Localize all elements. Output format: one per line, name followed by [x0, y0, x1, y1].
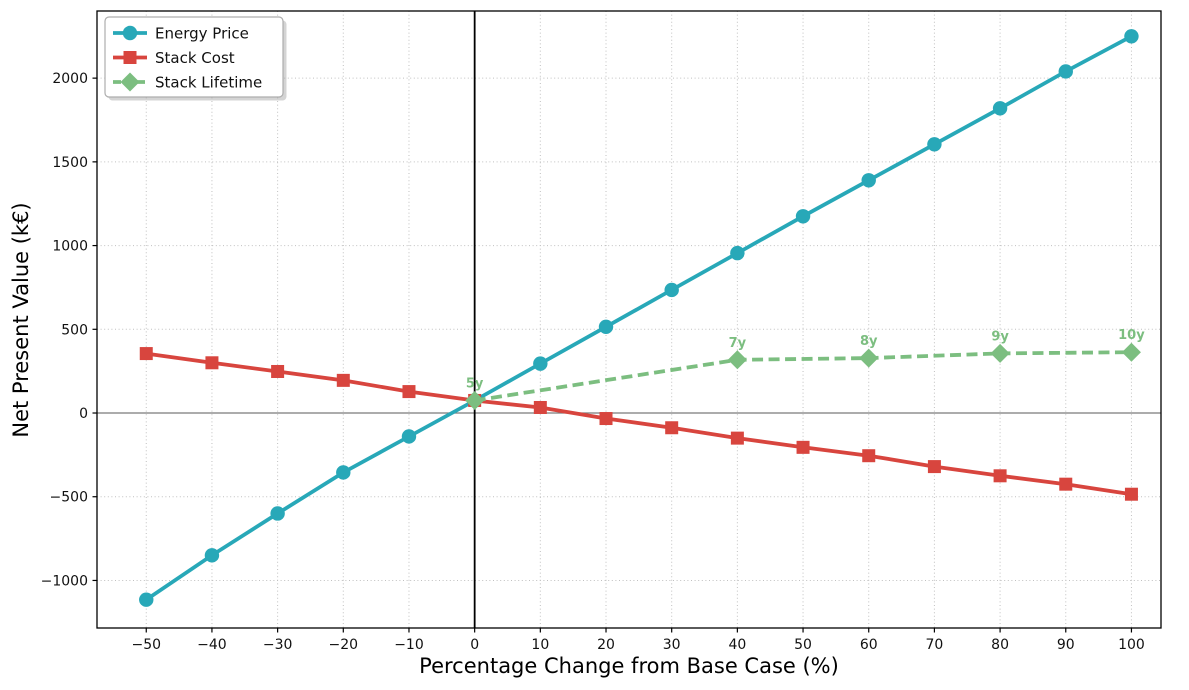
- data-point-circle: [664, 282, 679, 298]
- x-tick-label: −40: [197, 637, 227, 653]
- x-tick-label: 70: [925, 637, 943, 653]
- y-tick-label: −1000: [41, 573, 88, 589]
- data-point-square: [599, 412, 613, 426]
- data-point-circle: [139, 592, 154, 607]
- x-tick-label: −10: [394, 637, 424, 653]
- data-point-square: [336, 373, 350, 387]
- data-point-square: [927, 460, 941, 474]
- data-point-square: [993, 469, 1007, 483]
- data-point-square: [271, 364, 285, 378]
- x-axis-label: Percentage Change from Base Case (%): [419, 654, 839, 678]
- data-point-circle: [401, 429, 417, 444]
- series-stack-lifetime: 5y 7y 8y 9y 10y: [465, 328, 1145, 410]
- data-point-square: [533, 400, 547, 414]
- x-tick-label: −20: [329, 637, 359, 653]
- x-tick-label: −50: [131, 637, 161, 653]
- series-stack-cost: [139, 347, 1138, 501]
- lifetime-point-label: 9y: [991, 329, 1009, 344]
- data-point-circle: [270, 506, 285, 521]
- x-tick-label: 20: [597, 637, 615, 653]
- legend: Energy Price Stack Cost Stack Lifetime: [104, 16, 287, 101]
- data-point-circle: [336, 465, 351, 480]
- data-point-circle: [598, 319, 614, 334]
- data-point-square: [402, 385, 416, 399]
- y-tick-label: 1000: [52, 239, 88, 255]
- legend-marker-diamond: [120, 72, 140, 92]
- data-point-circle: [1124, 29, 1139, 44]
- lifetime-point-label: 7y: [729, 336, 747, 351]
- data-point-diamond: [465, 390, 485, 410]
- x-tick-label: 30: [663, 637, 681, 653]
- x-tick-label: 0: [470, 637, 479, 653]
- x-tick-label: 90: [1057, 637, 1075, 653]
- x-tick-label: 60: [860, 637, 878, 653]
- x-tick-label: 10: [531, 637, 549, 653]
- legend-entry-label: Energy Price: [155, 25, 249, 43]
- data-point-circle: [533, 356, 548, 371]
- data-point-circle: [730, 245, 745, 261]
- y-tick-label: 0: [79, 406, 88, 422]
- x-tick-label: 80: [991, 637, 1009, 653]
- lifetime-point-label: 5y: [466, 376, 484, 391]
- data-point-square: [665, 421, 679, 435]
- data-point-circle: [1058, 64, 1073, 79]
- data-point-circle: [927, 137, 942, 152]
- lifetime-point-label: 8y: [860, 334, 878, 349]
- data-point-square: [730, 431, 744, 445]
- data-point-circle: [992, 101, 1008, 116]
- lifetime-point-label: 10y: [1118, 328, 1145, 343]
- plot-border: [96, 10, 1162, 629]
- legend-entry-label: Stack Lifetime: [155, 74, 262, 92]
- y-axis-label: Net Present Value (k€): [9, 202, 33, 437]
- data-point-circle: [861, 173, 876, 188]
- series-energy-price: [139, 29, 1139, 607]
- x-tick-label: 50: [794, 637, 812, 653]
- data-point-diamond: [990, 343, 1010, 363]
- legend-box: [104, 16, 284, 98]
- x-tick-label: 100: [1118, 637, 1145, 653]
- y-tick-label: 2000: [52, 71, 88, 87]
- data-point-diamond: [859, 348, 879, 368]
- data-point-diamond: [1121, 342, 1141, 362]
- y-tick-label: −500: [50, 490, 88, 506]
- x-tick-label: −30: [263, 637, 293, 653]
- y-tick-label: 1500: [52, 155, 88, 171]
- x-tick-label: 40: [728, 637, 746, 653]
- data-point-square: [862, 449, 876, 463]
- legend-marker-square: [123, 51, 137, 64]
- axis-ticks: −50 −40 −30 −20 −10 0 10 20 30 40 50 60 70 80 90 100 −10…: [41, 71, 1145, 653]
- data-point-square: [139, 347, 153, 361]
- data-point-square: [796, 440, 810, 454]
- data-point-circle: [204, 548, 220, 563]
- data-point-circle: [795, 209, 811, 224]
- data-point-diamond: [727, 350, 747, 370]
- data-point-square: [205, 356, 219, 370]
- data-point-square: [1059, 477, 1073, 491]
- data-point-square: [1124, 487, 1138, 501]
- legend-marker-circle: [122, 25, 138, 41]
- legend-entry-label: Stack Cost: [155, 49, 235, 67]
- y-tick-label: 500: [61, 322, 88, 338]
